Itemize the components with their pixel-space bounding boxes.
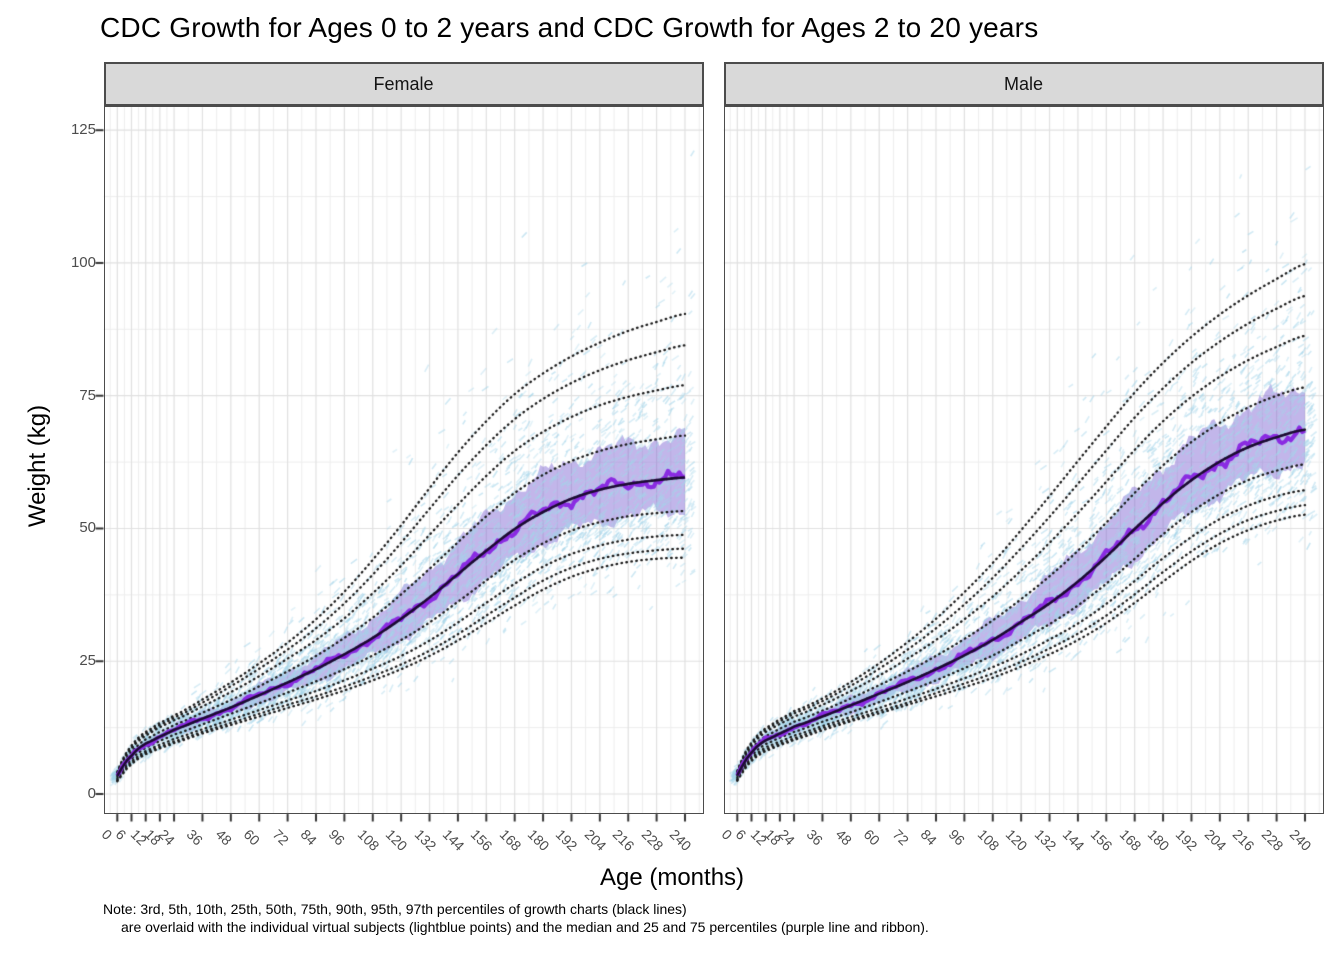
y-tick-label: 100: [70, 253, 96, 271]
facet-label-female: Female: [373, 73, 434, 94]
y-tick-label: 50: [79, 519, 96, 537]
facet-label-male: Male: [1003, 73, 1043, 94]
note-line-2: are overlaid with the individual virtual…: [121, 919, 929, 935]
y-tick-label: 125: [70, 121, 96, 139]
x-axis-title: Age (months): [599, 864, 745, 891]
y-tick-label: 25: [79, 652, 96, 670]
facet-strip-male: Male: [723, 62, 1324, 106]
y-axis-title: Weight (kg): [24, 404, 51, 528]
facet-strip-female: Female: [103, 62, 704, 106]
y-tick-label: 75: [79, 386, 96, 404]
note-line-1: Note: 3rd, 5th, 10th, 25th, 50th, 75th, …: [103, 901, 687, 917]
page-title: CDC Growth for Ages 0 to 2 years and CDC…: [100, 12, 1039, 43]
y-tick-label: 0: [87, 785, 96, 802]
